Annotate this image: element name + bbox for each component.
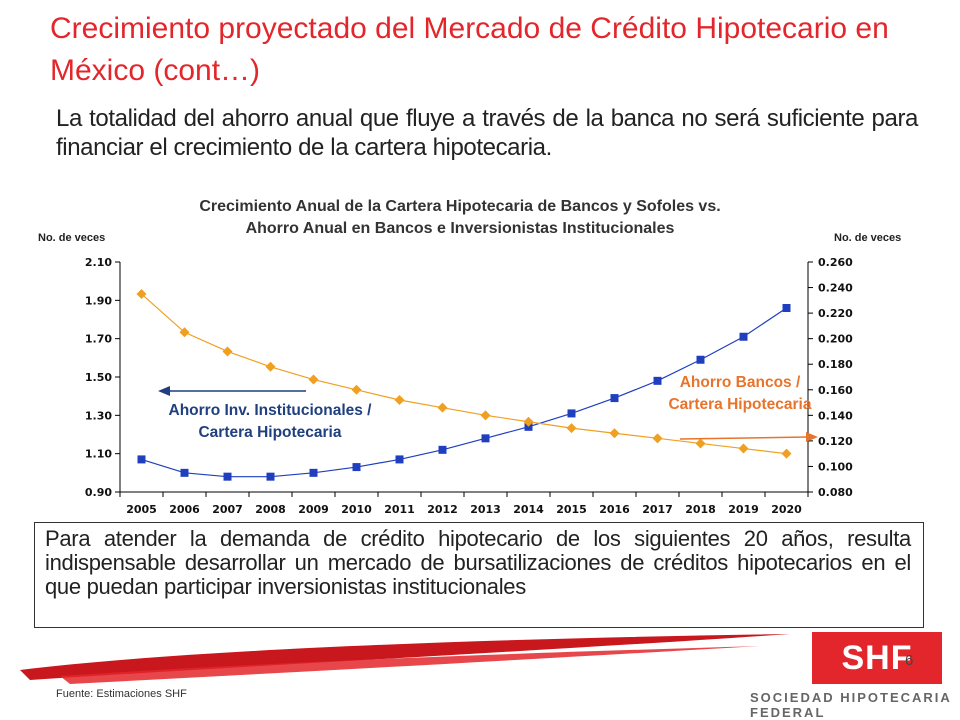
y-left-tick-label: 1.70 (85, 333, 112, 346)
y-right-tick-label: 0.180 (818, 358, 853, 371)
series-marker-1 (696, 355, 705, 364)
x-tick-label: 2013 (470, 503, 501, 516)
y-left-tick-label: 2.10 (85, 256, 112, 269)
series-marker-2 (394, 395, 405, 405)
x-tick-label: 2011 (384, 503, 415, 516)
x-tick-label: 2020 (771, 503, 802, 516)
x-tick-label: 2006 (169, 503, 200, 516)
series-marker-2 (609, 428, 620, 439)
series-marker-2 (136, 288, 147, 299)
x-tick-label: 2019 (728, 503, 759, 516)
series-marker-1 (395, 455, 404, 464)
page-number: 6 (905, 652, 914, 669)
series-marker-2 (222, 346, 233, 357)
page-subtitle: La totalidad del ahorro anual que fluye … (56, 105, 918, 161)
callout-institucionales-line1: Ahorro Inv. Institucionales / (168, 402, 372, 419)
swoosh-stroke-2 (60, 646, 760, 684)
page-title: Crecimiento proyectado del Mercado de Cr… (50, 12, 889, 87)
series-marker-1 (309, 468, 318, 477)
series-marker-1 (610, 394, 619, 403)
series-marker-2 (351, 384, 362, 395)
series-marker-2 (437, 402, 448, 413)
x-tick-label: 2008 (255, 503, 286, 516)
x-tick-label: 2015 (556, 503, 587, 516)
arrow-bancos-shaft (679, 436, 809, 440)
x-tick-label: 2014 (513, 503, 544, 516)
y-right-tick-label: 0.260 (818, 256, 853, 269)
brand-name: SOCIEDAD HIPOTECARIA FEDERAL (750, 690, 952, 720)
series-marker-2 (179, 327, 190, 338)
y-right-tick-label: 0.220 (818, 307, 853, 320)
arrow-bancos-head (806, 432, 818, 442)
callout-institucionales: Ahorro Inv. Institucionales / Cartera Hi… (150, 400, 390, 444)
chart-title-line2: Ahorro Anual en Bancos e Inversionistas … (245, 220, 675, 237)
y-right-tick-label: 0.080 (818, 486, 853, 499)
y-left-tick-label: 1.90 (85, 294, 112, 307)
series-marker-2 (652, 433, 663, 444)
series-marker-2 (738, 443, 749, 454)
series-marker-2 (308, 374, 319, 385)
arrow-institucionales-head (158, 386, 170, 396)
chart-title: Crecimiento Anual de la Cartera Hipoteca… (120, 196, 800, 240)
series-marker-1 (782, 304, 791, 312)
series-marker-1 (223, 472, 232, 481)
y-left-tick-label: 1.50 (85, 371, 112, 384)
y-right-tick-label: 0.200 (818, 333, 853, 346)
series-marker-1 (137, 455, 146, 464)
series-marker-2 (781, 448, 792, 459)
x-tick-label: 2012 (427, 503, 458, 516)
y-left-tick-label: 1.30 (85, 409, 112, 422)
series-marker-1 (567, 409, 576, 418)
series-marker-2 (523, 416, 534, 427)
series-marker-2 (695, 438, 706, 449)
y-right-tick-label: 0.100 (818, 460, 853, 473)
y-left-tick-label: 0.90 (85, 486, 112, 499)
callout-bancos-line2: Cartera Hipotecaria (668, 396, 812, 413)
y-right-tick-label: 0.140 (818, 409, 853, 422)
series-marker-2 (265, 361, 276, 372)
callout-institucionales-line2: Cartera Hipotecaria (198, 424, 342, 441)
series-line-1 (141, 307, 787, 478)
x-tick-label: 2016 (599, 503, 630, 516)
series-marker-1 (653, 376, 662, 385)
shf-logo: SHF (812, 632, 942, 684)
series-marker-1 (524, 422, 533, 431)
callout-bancos: Ahorro Bancos / Cartera Hipotecaria (640, 372, 840, 416)
chart-title-line1: Crecimiento Anual de la Cartera Hipoteca… (199, 198, 721, 215)
decorative-swoosh (20, 634, 790, 684)
x-tick-label: 2007 (212, 503, 243, 516)
x-tick-label: 2009 (298, 503, 329, 516)
y-right-tick-label: 0.240 (818, 282, 853, 295)
series-marker-1 (739, 332, 748, 341)
series-marker-1 (266, 472, 275, 481)
y-right-tick-label: 0.120 (818, 435, 853, 448)
series-marker-2 (480, 410, 491, 421)
conclusion-box: Para atender la demanda de crédito hipot… (34, 522, 924, 628)
series-marker-1 (352, 463, 361, 472)
x-tick-label: 2010 (341, 503, 372, 516)
series-marker-1 (180, 468, 189, 477)
series-marker-1 (481, 434, 490, 443)
source-note: Fuente: Estimaciones SHF (56, 688, 187, 700)
series-line-2 (141, 293, 787, 455)
y-right-tick-label: 0.160 (818, 384, 853, 397)
y-left-tick-label: 1.10 (85, 448, 112, 461)
callout-bancos-line1: Ahorro Bancos / (679, 374, 801, 391)
series-marker-2 (566, 423, 577, 434)
x-tick-label: 2005 (126, 503, 157, 516)
x-tick-label: 2017 (642, 503, 673, 516)
y-right-axis-caption: No. de veces (834, 232, 902, 244)
series-marker-1 (438, 445, 447, 454)
y-left-axis-caption: No. de veces (38, 232, 106, 244)
conclusion-text: Para atender la demanda de crédito hipot… (45, 526, 911, 599)
x-tick-label: 2018 (685, 503, 716, 516)
